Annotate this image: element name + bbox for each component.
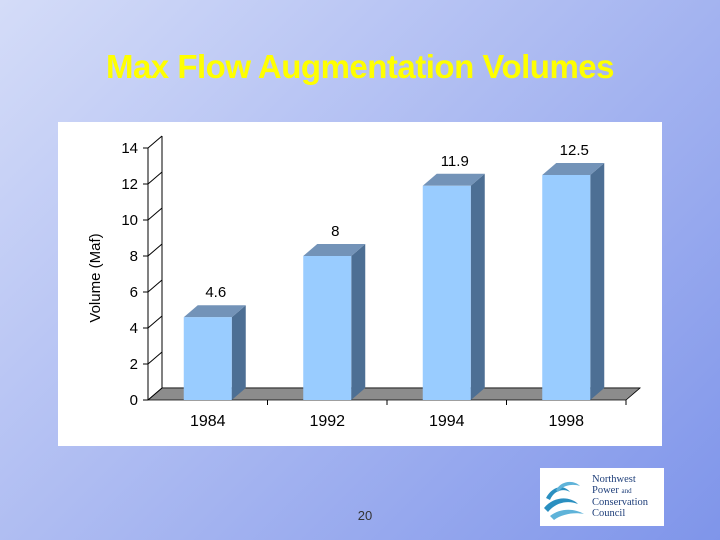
bar-top — [542, 163, 605, 175]
y-tick-diagonal — [147, 279, 163, 293]
y-tick-diagonal — [147, 243, 163, 257]
wave-logo-icon — [544, 481, 584, 520]
data-label: 11.9 — [441, 153, 469, 170]
bar-side — [590, 163, 605, 400]
chart-panel: 0 2 4 6 8 10 12 14 Volume (Maf) 4.6 1984 8 1992 11.9 1… — [58, 122, 662, 446]
bar-top — [422, 173, 485, 186]
logo-line-2a: Power — [592, 485, 619, 496]
bar-side — [351, 244, 366, 400]
logo-text: Northwest Power and Conservation Council — [592, 474, 664, 519]
x-tick-label: 1984 — [190, 413, 226, 430]
logo-line-2b: and — [621, 487, 632, 495]
council-logo: Northwest Power and Conservation Council — [540, 468, 664, 526]
y-tick-diagonal — [147, 171, 163, 185]
y-tick-label: 10 — [121, 212, 138, 229]
bar-side — [231, 305, 246, 400]
bar — [303, 256, 352, 400]
y-axis-title: Volume (Maf) — [87, 233, 104, 322]
logo-line-1: Northwest — [592, 474, 636, 485]
bar-side — [470, 173, 485, 400]
bar-top — [303, 244, 366, 256]
data-label: 4.6 — [205, 284, 226, 301]
bar-top — [183, 305, 246, 318]
bar — [542, 175, 591, 400]
page-number: 20 — [357, 508, 373, 523]
bar — [183, 317, 232, 400]
y-tick-label: 4 — [130, 320, 138, 337]
y-tick-label: 6 — [130, 284, 138, 301]
x-tick-label: 1998 — [548, 413, 584, 430]
y-tick-label: 8 — [130, 248, 138, 265]
data-label: 8 — [331, 223, 339, 240]
bar — [422, 185, 471, 400]
logo-line-2: Power and — [592, 485, 664, 497]
y-tick-diagonal — [147, 207, 163, 221]
y-tick-label: 14 — [121, 140, 138, 157]
bar-chart: 0 2 4 6 8 10 12 14 Volume (Maf) 4.6 1984 8 1992 11.9 1… — [87, 135, 642, 430]
x-tick-label: 1994 — [429, 413, 465, 430]
y-tick-diagonal — [147, 315, 163, 329]
slide-title: Max Flow Augmentation Volumes — [105, 48, 615, 85]
y-tick-label: 0 — [130, 392, 138, 409]
logo-line-3: Conservation — [592, 497, 648, 508]
y-tick-label: 2 — [130, 356, 138, 373]
logo-line-4: Council — [592, 508, 626, 519]
x-tick-label: 1992 — [309, 413, 345, 430]
data-label: 12.5 — [560, 142, 589, 159]
y-tick-diagonal — [147, 387, 163, 401]
y-tick-diagonal — [147, 135, 163, 149]
y-tick-label: 12 — [121, 176, 138, 193]
y-tick-diagonal — [147, 351, 163, 365]
